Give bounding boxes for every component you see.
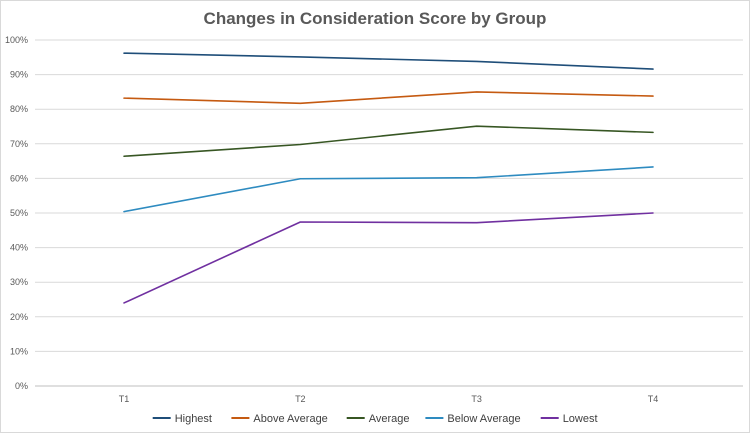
legend-label-lowest: Lowest: [563, 413, 598, 425]
x-tick-label: T1: [119, 394, 130, 404]
legend-label-above-average: Above Average: [253, 413, 327, 425]
series-line-below-average: [124, 167, 653, 212]
y-tick-label: 20%: [10, 312, 28, 322]
y-tick-label: 50%: [10, 208, 28, 218]
y-tick-label: 30%: [10, 277, 28, 287]
x-tick-label: T3: [471, 394, 482, 404]
y-tick-label: 40%: [10, 243, 28, 253]
gridlines: [35, 40, 743, 386]
y-tick-label: 10%: [10, 346, 28, 356]
legend: Highest Above Average Average Below Average…: [153, 413, 598, 425]
y-tick-label: 70%: [10, 139, 28, 149]
y-axis: 0% 10% 20% 30% 40% 50% 60% 70% 80% 90% 100%: [5, 35, 28, 391]
legend-label-below-average: Below Average: [447, 413, 520, 425]
series-line-average: [124, 126, 653, 156]
legend-label-average: Average: [369, 413, 410, 425]
x-tick-label: T2: [295, 394, 306, 404]
x-axis: T1 T2 T3 T4: [119, 394, 659, 404]
y-tick-label: 60%: [10, 173, 28, 183]
series-line-above-average: [124, 92, 653, 103]
y-tick-label: 0%: [15, 381, 28, 391]
y-tick-label: 100%: [5, 35, 28, 45]
series-line-lowest: [124, 213, 653, 303]
series-line-highest: [124, 53, 653, 69]
x-tick-label: T4: [648, 394, 659, 404]
y-tick-label: 80%: [10, 104, 28, 114]
legend-label-highest: Highest: [175, 413, 212, 425]
y-tick-label: 90%: [10, 70, 28, 80]
